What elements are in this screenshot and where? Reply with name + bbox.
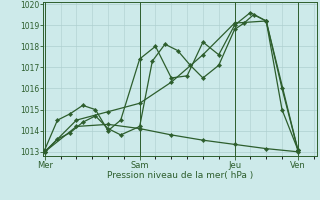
X-axis label: Pression niveau de la mer( hPa ): Pression niveau de la mer( hPa ) [107,171,253,180]
